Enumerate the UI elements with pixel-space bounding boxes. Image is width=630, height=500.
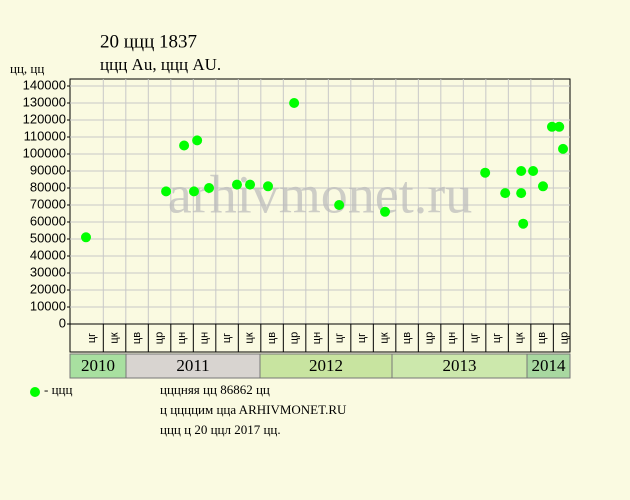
point [245, 179, 256, 190]
point [380, 206, 391, 217]
point [161, 186, 172, 197]
x-tick-label: цн [311, 332, 323, 344]
y-tick-label: 10000 [30, 298, 66, 313]
x-tick-label: цр [153, 332, 165, 344]
y-tick-label: 50000 [30, 230, 66, 245]
watermark: arhivmonet.ru [168, 164, 472, 224]
year-band [125, 353, 261, 379]
x-tick-label: цв [401, 332, 413, 344]
legend-marker [30, 387, 40, 397]
note: ц ццццим ццa ARHIVMONET.RU [160, 402, 347, 417]
point [334, 200, 345, 210]
chart-title: 20 ццц 1837 [100, 31, 197, 52]
point [537, 181, 548, 192]
y-tick-label: 140000 [23, 77, 66, 92]
y-tick-label: 120000 [23, 111, 66, 126]
x-tick-label: цг [221, 333, 233, 343]
year-label: 2012 [309, 356, 343, 375]
point [289, 98, 300, 108]
year-band [526, 353, 571, 379]
point [231, 179, 242, 190]
x-tick-label: цг [356, 333, 368, 343]
x-tick-label: цк [514, 332, 526, 343]
x-tick-label: цр [423, 332, 435, 344]
year-label: 2011 [176, 356, 209, 375]
point [528, 166, 539, 176]
x-tick-label: цк [108, 332, 120, 343]
x-tick-label: цр [559, 332, 571, 344]
year-band [259, 353, 393, 379]
note: ццц ц 20 ццл 2017 цц. [160, 422, 281, 437]
x-tick-label: цв [266, 332, 278, 344]
x-tick-label: цр [288, 332, 300, 344]
y-tick-label: 100000 [23, 145, 66, 160]
x-axis-box [69, 323, 571, 353]
y-tick-label: 70000 [30, 196, 66, 211]
point [480, 167, 491, 178]
x-tick-label: цв [131, 332, 143, 344]
y-axis-label: цц, цц [10, 61, 44, 76]
x-tick-label: цг [86, 333, 98, 343]
point [500, 188, 511, 199]
y-tick-label: 20000 [30, 281, 66, 296]
y-tick-label: 0 [59, 315, 66, 330]
point [204, 183, 215, 193]
year-label: 2014 [532, 356, 567, 375]
legend-label: - ццц [44, 382, 72, 397]
x-tick-label: цк [378, 332, 390, 343]
year-band [69, 353, 127, 379]
x-tick-label: цн [446, 332, 458, 344]
year-label: 2010 [81, 356, 115, 375]
y-tick-label: 40000 [30, 247, 66, 262]
year-label: 2013 [443, 356, 477, 375]
point [554, 121, 565, 132]
point [516, 188, 527, 199]
y-tick-label: 110000 [24, 128, 66, 143]
point [558, 143, 569, 154]
point [188, 186, 199, 197]
x-tick-label: цк [243, 332, 255, 343]
x-tick-label: цг [491, 333, 503, 343]
year-band [391, 353, 528, 379]
y-tick-label: 30000 [30, 264, 66, 279]
point [516, 166, 527, 176]
x-tick-label: цг [333, 333, 345, 343]
y-tick-label: 80000 [30, 179, 66, 194]
x-tick-label: цн [198, 332, 210, 344]
y-tick-label: 60000 [30, 213, 66, 228]
x-tick-label: цг [468, 333, 480, 343]
y-tick-label: 90000 [30, 162, 66, 177]
chart-subtitle: ццц Au, ццц AU. [100, 55, 221, 74]
point [263, 181, 274, 192]
point [192, 135, 203, 146]
x-tick-label: цн [176, 332, 188, 344]
point [518, 218, 529, 229]
point [80, 232, 91, 243]
y-tick-label: 130000 [23, 94, 66, 109]
point [179, 140, 190, 151]
x-tick-label: цв [536, 332, 548, 344]
point [546, 121, 557, 132]
note: цццняя цц 86862 цц [160, 382, 270, 397]
